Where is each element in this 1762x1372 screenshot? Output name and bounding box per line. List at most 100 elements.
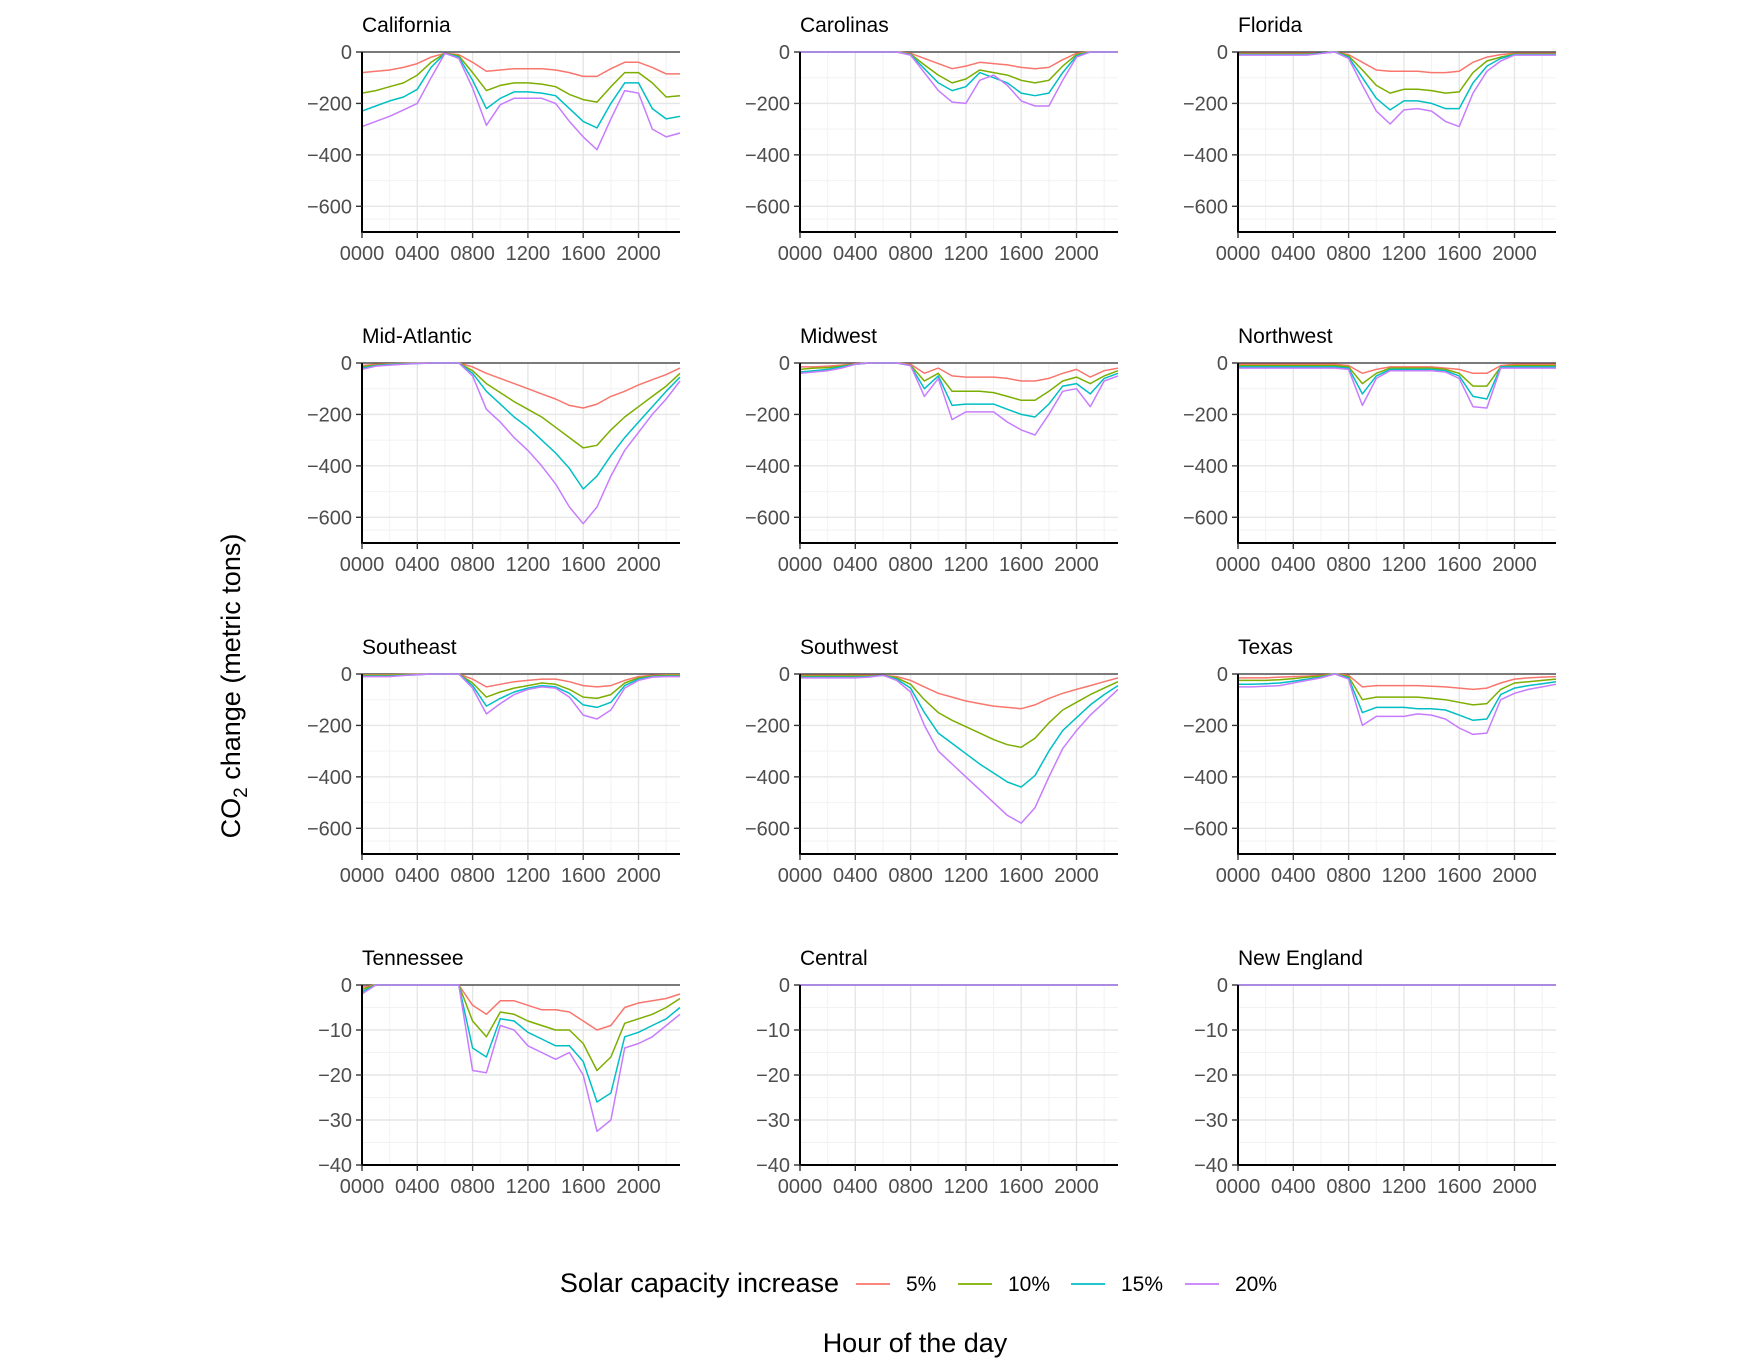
legend-label: 20%	[1235, 1273, 1277, 1296]
y-tick-label: −400	[307, 456, 352, 478]
x-tick-label: 2000	[1054, 1176, 1099, 1198]
y-tick-label: 0	[779, 353, 790, 375]
y-tick-label: −200	[745, 715, 790, 737]
y-tick-label: −20	[318, 1065, 352, 1087]
legend-label: 10%	[1008, 1273, 1050, 1296]
x-tick-label: 0800	[450, 243, 495, 265]
x-tick-label: 1600	[999, 554, 1044, 576]
series-line-5	[1238, 673, 1557, 691]
series-line-20	[1238, 51, 1556, 128]
x-tick-label: 1200	[1382, 1176, 1427, 1198]
panel-texas: Texas 0 −200 −400 −600 0000 0400 0800 1200 1600 20…	[1183, 636, 1557, 887]
x-tick-label: 0000	[778, 554, 823, 576]
y-tick-label: −200	[745, 93, 790, 115]
y-tick-label: 0	[341, 42, 352, 64]
y-tick-label: 0	[1217, 975, 1228, 997]
series-line-20	[800, 51, 1118, 107]
x-tick-label: 1600	[561, 554, 606, 576]
panel-carolinas: Carolinas 0 −200 −400 −600 0000 0400 0800 1200 16…	[745, 14, 1118, 265]
x-tick-label: 0800	[1326, 243, 1371, 265]
y-tick-label: −400	[1183, 145, 1228, 167]
y-tick-label: −600	[1183, 196, 1228, 218]
panel-title: Florida	[1238, 14, 1303, 37]
x-tick-label: 1200	[506, 1176, 551, 1198]
series-line-20	[362, 673, 680, 720]
x-tick-label: 2000	[1492, 865, 1537, 887]
x-tick-label: 0400	[395, 554, 440, 576]
series-line-10	[361, 984, 681, 1072]
panel-california: California 0 −200 −400 −600 0000 0400 0800 1200 1…	[307, 14, 681, 265]
x-tick-label: 0400	[395, 865, 440, 887]
y-tick-label: −400	[745, 767, 790, 789]
x-tick-label: 1200	[944, 1176, 989, 1198]
y-axis-title-main: CO	[216, 798, 246, 839]
x-tick-label: 1600	[999, 243, 1044, 265]
legend-item-10: 10%	[958, 1273, 1050, 1296]
y-tick-label: −40	[318, 1155, 352, 1177]
series-line-10	[361, 362, 681, 449]
panel-title: New England	[1238, 947, 1363, 970]
y-tick-label: −400	[307, 767, 352, 789]
x-tick-label: 2000	[1054, 865, 1099, 887]
panel-title: Mid-Atlantic	[362, 325, 472, 348]
y-tick-label: 0	[1217, 353, 1228, 375]
x-tick-label: 1200	[506, 865, 551, 887]
x-tick-label: 1600	[999, 1176, 1044, 1198]
series-line-20	[800, 674, 1119, 824]
y-tick-label: 0	[779, 664, 790, 686]
x-tick-label: 1600	[1437, 554, 1482, 576]
x-tick-label: 1600	[1437, 243, 1482, 265]
y-tick-label: −400	[1183, 767, 1228, 789]
x-tick-label: 0000	[340, 554, 385, 576]
y-tick-label: −10	[756, 1020, 790, 1042]
series-line-20	[799, 362, 1119, 436]
series-line-15	[800, 51, 1118, 97]
x-tick-label: 0400	[1271, 1176, 1316, 1198]
x-tick-label: 2000	[616, 243, 661, 265]
series-line-10	[800, 674, 1119, 749]
x-tick-label: 1200	[944, 554, 989, 576]
legend-item-20: 20%	[1185, 1273, 1277, 1296]
y-tick-label: −600	[745, 507, 790, 529]
panel-midwest: Midwest 0 −200 −400 −600 0000 0400 0800 1200 1600…	[745, 325, 1119, 576]
y-tick-label: −400	[307, 145, 352, 167]
x-tick-label: 0000	[778, 243, 823, 265]
y-tick-label: −600	[307, 507, 352, 529]
x-tick-label: 2000	[1492, 243, 1537, 265]
x-tick-label: 0800	[1326, 865, 1371, 887]
y-tick-label: −600	[1183, 507, 1228, 529]
series-line-20	[361, 52, 681, 151]
y-tick-label: −600	[307, 818, 352, 840]
y-tick-label: −200	[1183, 93, 1228, 115]
series-line-15	[361, 362, 681, 490]
y-tick-label: −10	[1194, 1020, 1228, 1042]
x-tick-label: 0800	[450, 865, 495, 887]
series-line-20	[1238, 673, 1557, 736]
legend-label: 5%	[906, 1273, 936, 1296]
y-tick-label: 0	[341, 353, 352, 375]
series-line-15	[1238, 673, 1557, 722]
y-tick-label: −400	[1183, 456, 1228, 478]
y-axis-title: CO2 change (metric tons)	[216, 534, 252, 839]
panel-title: Southeast	[362, 636, 457, 659]
panel-florida: Florida 0 −200 −400 −600 0000 0400 0800 1200 1600…	[1183, 14, 1556, 265]
x-tick-label: 1200	[944, 243, 989, 265]
y-tick-label: −20	[756, 1065, 790, 1087]
x-axis-title: Hour of the day	[823, 1328, 1008, 1358]
x-tick-label: 0400	[1271, 554, 1316, 576]
panel-title: Texas	[1238, 636, 1293, 659]
x-tick-label: 0000	[778, 865, 823, 887]
x-tick-label: 1600	[1437, 1176, 1482, 1198]
series-line-20	[361, 362, 681, 525]
x-tick-label: 0000	[1216, 865, 1261, 887]
series-line-10	[361, 52, 681, 103]
x-tick-label: 1200	[1382, 243, 1427, 265]
panel-title: Midwest	[800, 325, 877, 348]
x-tick-label: 2000	[1492, 554, 1537, 576]
y-tick-label: −600	[1183, 818, 1228, 840]
y-tick-label: −400	[745, 456, 790, 478]
